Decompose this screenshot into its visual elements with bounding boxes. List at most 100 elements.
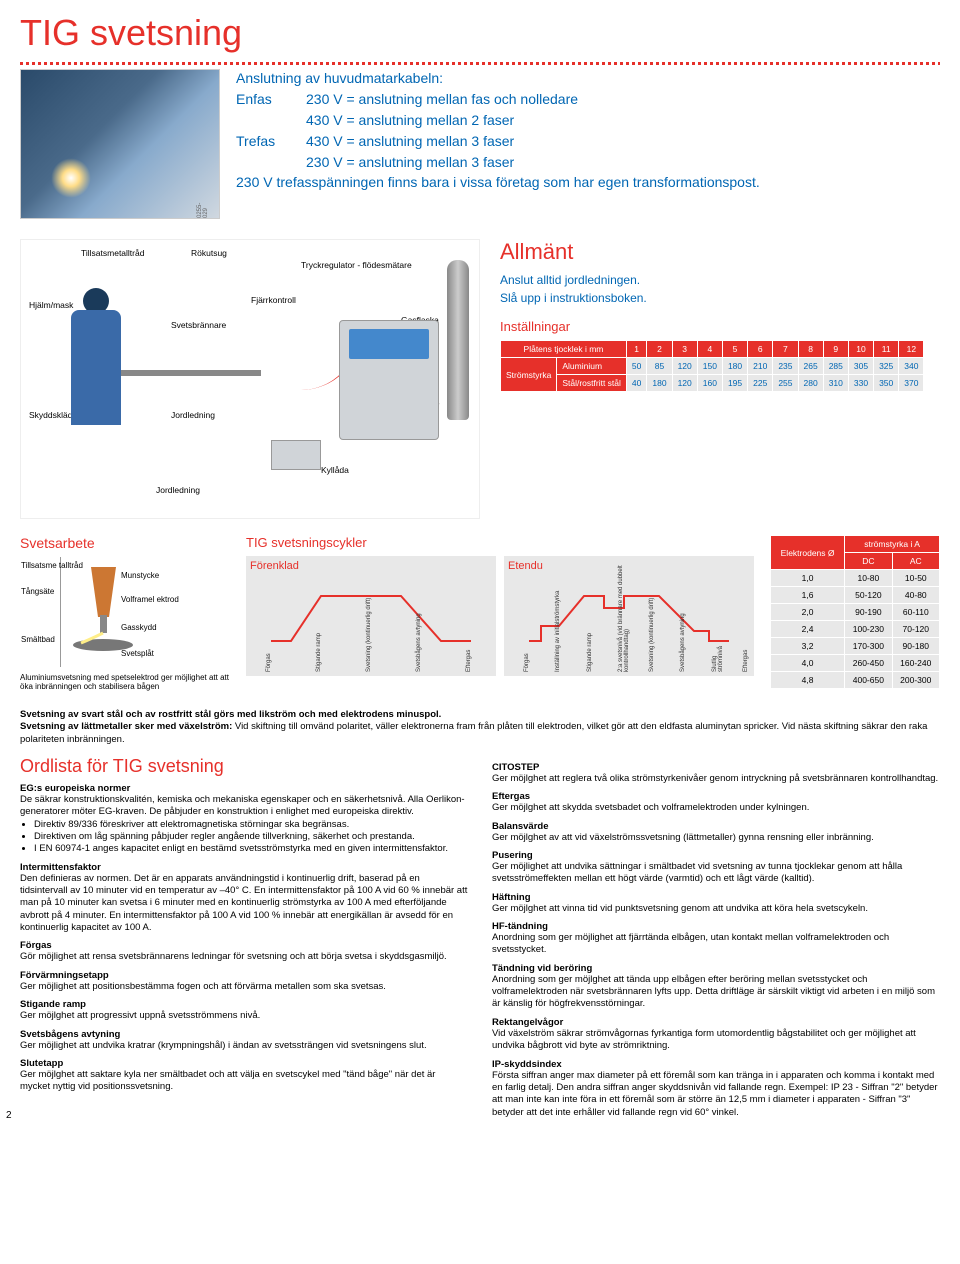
cell: 255 [773, 375, 798, 392]
lbl-rokutsug: Rökutsug [191, 248, 227, 258]
thick-col: 3 [672, 341, 697, 358]
glossary-term: Förgas [20, 940, 468, 951]
cell: 10-80 [845, 570, 892, 587]
lbl-kyllada: Kyllåda [321, 465, 349, 475]
cycle-label: 2:a svetsnivå (vid brännare med dubbelt … [618, 536, 630, 672]
glossary-term: Förvärmningsetapp [20, 970, 468, 981]
cell: 310 [823, 375, 848, 392]
machine-icon [339, 320, 439, 440]
glossary-bullet: I EN 60974-1 anges kapacitet enligt en b… [34, 843, 468, 855]
cell: 225 [748, 375, 773, 392]
glossary-text: Ger möjlghet att saktare kyla ner smältb… [20, 1069, 468, 1094]
thick-col: 12 [899, 341, 924, 358]
mid2: Svetsning av lättmetaller sker med växel… [20, 721, 940, 746]
thick-col: 4 [697, 341, 722, 358]
glossary-bullet: Direktiv 89/336 föreskriver att elektrom… [34, 819, 468, 831]
cell: 210 [748, 358, 773, 375]
cycle-label: Slutlig strömnivå [712, 630, 724, 673]
hero-l1: Anslutning av huvudmatarkabeln: [236, 69, 760, 88]
cycle-label: Förgas [524, 653, 530, 672]
cell: 50 [626, 358, 646, 375]
lbl-tryck: Tryckregulator - flödesmätare [301, 260, 412, 270]
page-number: 2 [6, 1110, 12, 1121]
thick-col: 6 [748, 341, 773, 358]
n-l2: Tångsäte [21, 587, 54, 596]
glossary-left: Ordlista för TIG svetsning EG:s europeis… [20, 756, 468, 1119]
cell: 4,8 [771, 672, 845, 689]
glossary-bullet: Direktiven om låg spänning påbjuder regl… [34, 831, 468, 843]
cell: 85 [647, 358, 672, 375]
electrode-table-block: Elektrodens Øströmstyrka i A DCAC 1,010-… [770, 535, 940, 697]
cycle-extended: Etendu FörgasInställning av initialström… [504, 556, 754, 676]
cell: 200-300 [892, 672, 939, 689]
cycle-label: Förgas [266, 653, 272, 672]
glossary-term: Häftning [492, 892, 940, 903]
hero-l4a: Trefas [236, 132, 306, 151]
hero-l2a: Enfas [236, 90, 306, 109]
cylinder-icon [447, 260, 469, 420]
cell: 40-80 [892, 587, 939, 604]
thick-col: 9 [823, 341, 848, 358]
cell: 340 [899, 358, 924, 375]
mid1: Svetsning av svart stål och av rostfritt… [20, 709, 940, 721]
n-l3: Smältbad [21, 635, 55, 644]
glossary-text: Ger möjlghet av att vid växelströmssvets… [492, 832, 940, 844]
glossary-term: Stigande ramp [20, 999, 468, 1010]
glossary-text: Anordning som ger möjlghet att tända upp… [492, 974, 940, 1011]
glossary-term: EG:s europeiska normer [20, 783, 468, 794]
cell: 1,0 [771, 570, 845, 587]
eh2: strömstyrka i A [845, 536, 940, 553]
allmant-l2: Slå upp i instruktionsboken. [500, 291, 940, 305]
cycle-label: Svetsbågens avtyning [680, 613, 686, 672]
allmant-h: Allmänt [500, 239, 940, 265]
cell: 10-50 [892, 570, 939, 587]
amp-lbl: Strömstyrka [501, 358, 557, 392]
cell: 305 [848, 358, 873, 375]
cell: 350 [874, 375, 899, 392]
glossary-text: Vid växelström säkrar strömvågornas fyrk… [492, 1028, 940, 1053]
cell: 40 [626, 375, 646, 392]
glossary-term: Pusering [492, 850, 940, 861]
hero-text: Anslutning av huvudmatarkabeln: Enfas230… [236, 69, 760, 219]
cell: 235 [773, 358, 798, 375]
cell: 330 [848, 375, 873, 392]
hero-photo: 0255-029 [20, 69, 220, 219]
glossary-term: Svetsbågens avtyning [20, 1029, 468, 1040]
lbl-jord: Jordledning [171, 410, 215, 420]
cell: 160 [697, 375, 722, 392]
hero-l2b: 230 V = anslutning mellan fas och nolled… [306, 91, 578, 107]
glossary-text: Den definieras av normen. Det är en appa… [20, 873, 468, 935]
nozzle-icon [61, 557, 181, 667]
hero-l3b: 430 V = anslutning mellan 2 faser [306, 112, 514, 128]
cycle-label: Stigande ramp [316, 633, 322, 672]
thick-col: 10 [848, 341, 873, 358]
cell: 400-650 [845, 672, 892, 689]
nozzle-diagram: Tillsatsme talltråd Tångsäte Smältbad Mu… [60, 557, 230, 667]
cell: 150 [697, 358, 722, 375]
cycle-label: Svetsning (kontinuerlig drift) [649, 598, 655, 672]
glossary-text: Ger möjlghet att skydda svetsbadet och v… [492, 802, 940, 814]
lbl-jord2: Jordledning [156, 485, 200, 495]
cell: 160-240 [892, 655, 939, 672]
cycle-label: Svetsbågens avtyning [416, 613, 422, 672]
image-code: 0255-029 [197, 203, 209, 218]
cell: 50-120 [845, 587, 892, 604]
cell: 70-120 [892, 621, 939, 638]
cell: 120 [672, 375, 697, 392]
hero-l6: 230 V trefasspänningen finns bara i viss… [236, 173, 760, 192]
thick-col: 11 [874, 341, 899, 358]
cell: 2,0 [771, 604, 845, 621]
glossary-text: Första siffran anger max diameter på ett… [492, 1070, 940, 1119]
glossary: Ordlista för TIG svetsning EG:s europeis… [20, 756, 940, 1119]
thick-col: 8 [798, 341, 823, 358]
thick-col: 7 [773, 341, 798, 358]
cell: 280 [798, 375, 823, 392]
cell: 2,4 [771, 621, 845, 638]
settings-h: Inställningar [500, 319, 940, 334]
glossary-text: Ger möjlighet att undvika sättningar i s… [492, 861, 940, 886]
eac: AC [892, 553, 939, 570]
cell: 260-450 [845, 655, 892, 672]
cycler-block: TIG svetsningscykler Förenklad FörgasSti… [246, 535, 754, 697]
cycle-label: Eftergas [466, 650, 472, 672]
glossary-right: CITOSTEPGer möjlghet att reglera två oli… [492, 756, 940, 1119]
